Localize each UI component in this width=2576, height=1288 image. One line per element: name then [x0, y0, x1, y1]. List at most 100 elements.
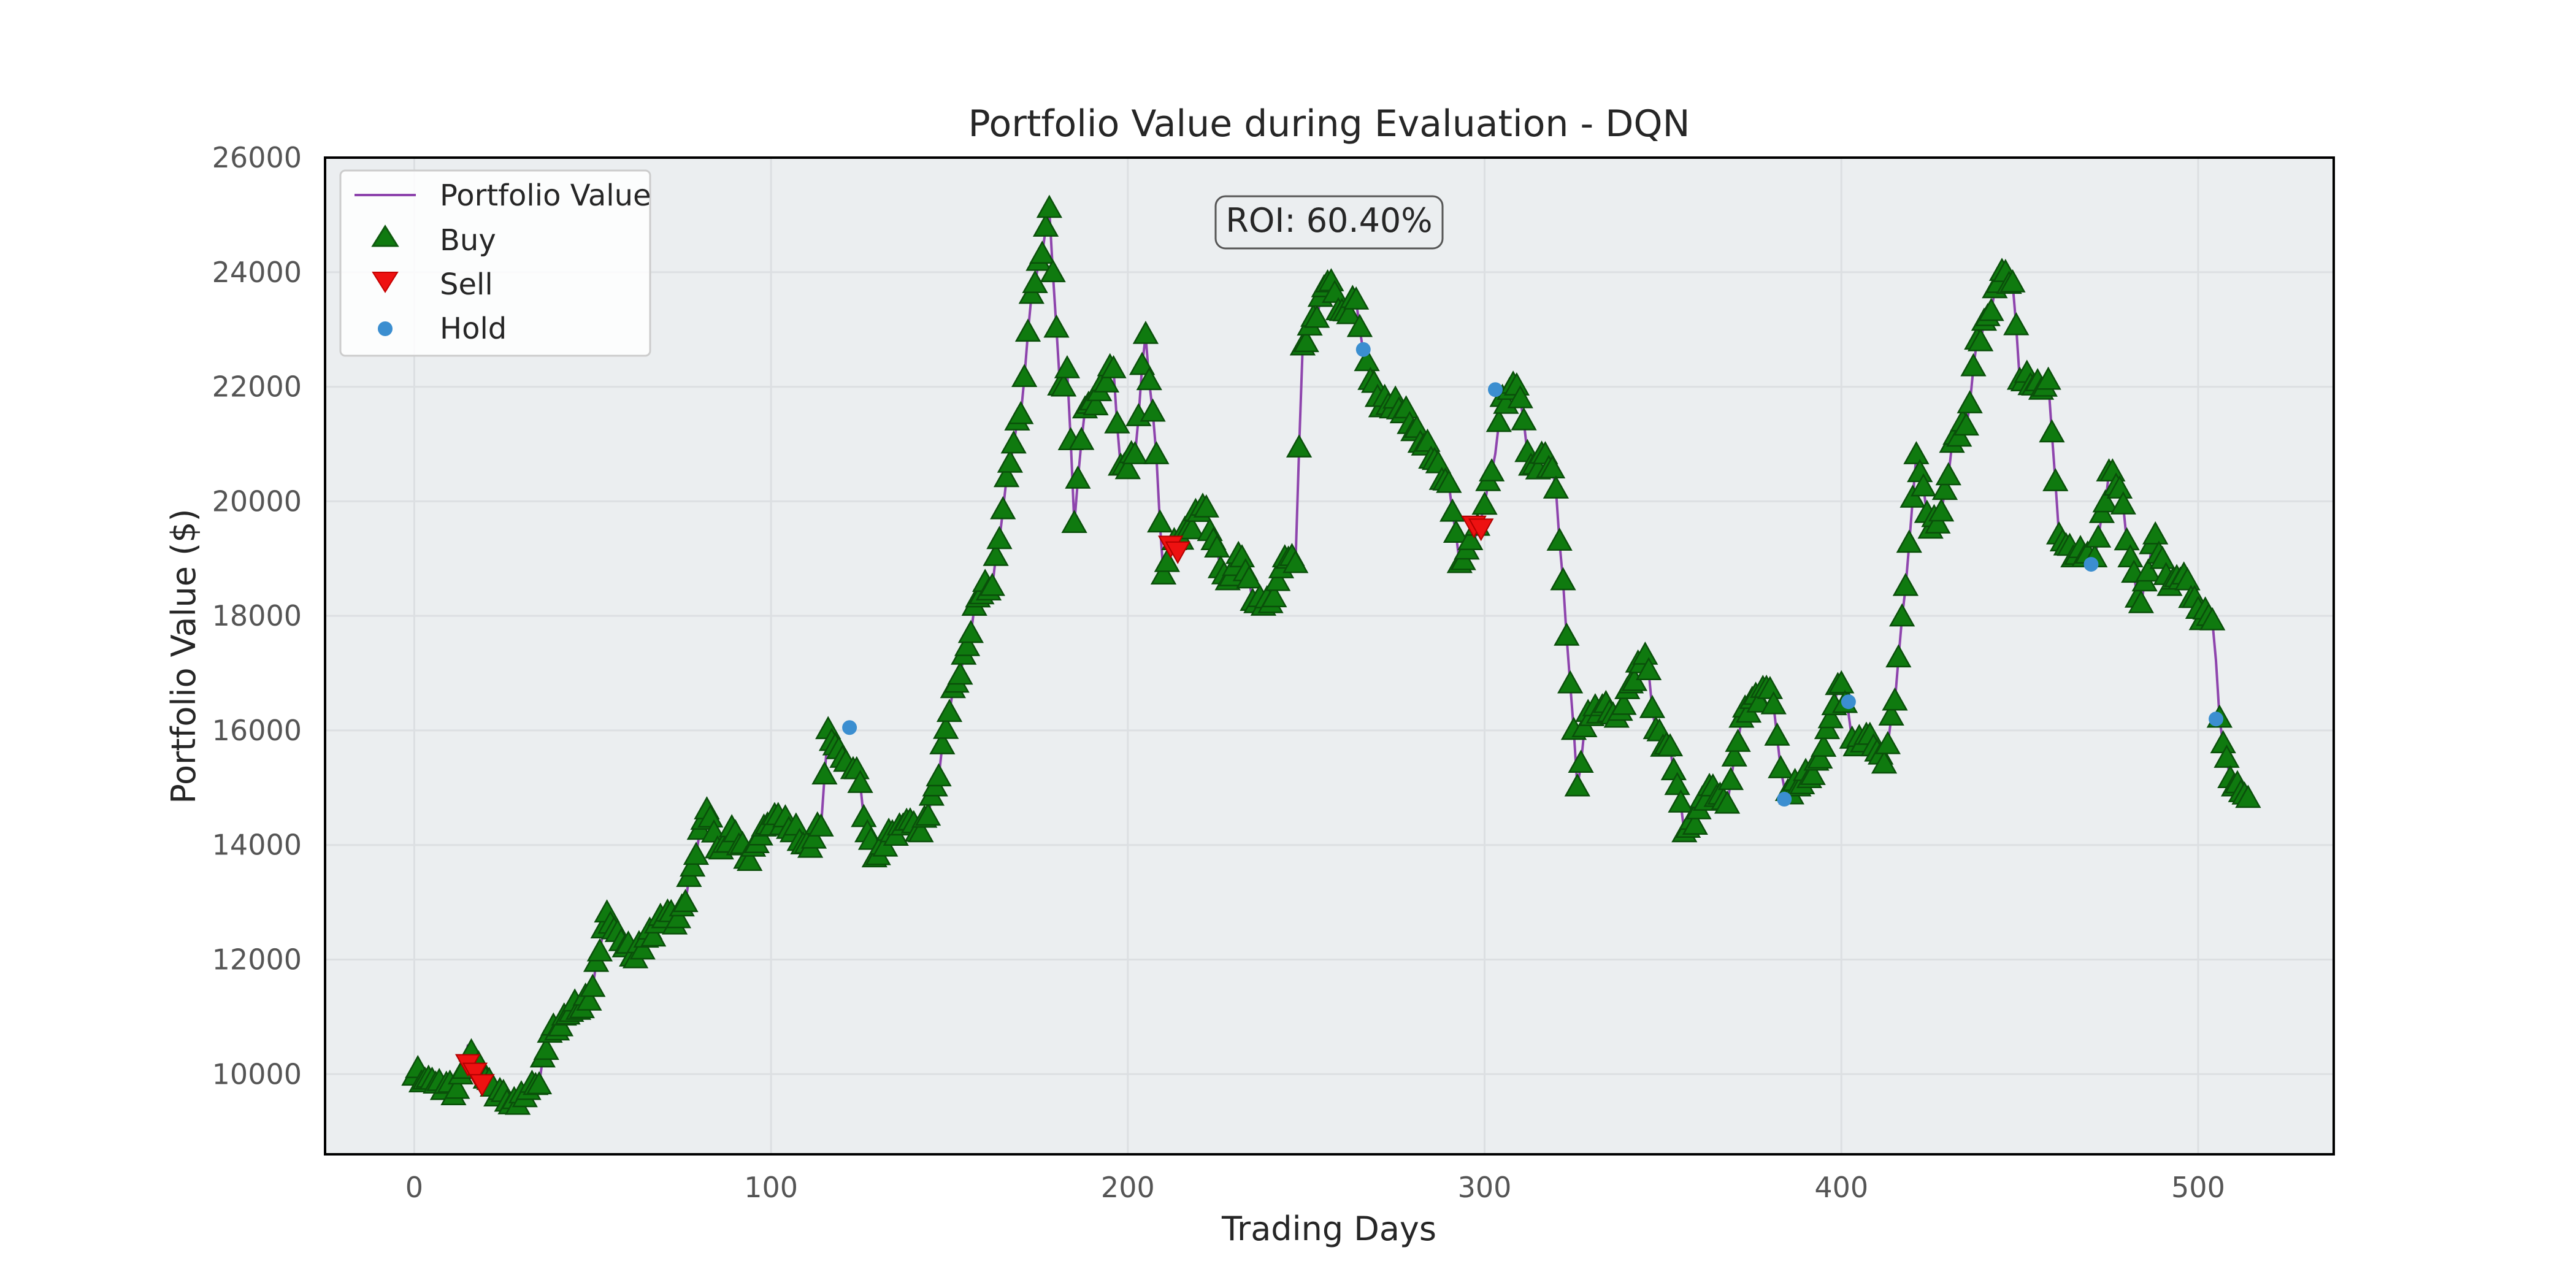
- buy-marker: [1065, 465, 1091, 489]
- buy-marker: [2110, 491, 2136, 515]
- buy-marker: [576, 987, 602, 1011]
- buy-marker: [1817, 705, 1844, 729]
- buy-marker: [1436, 469, 1462, 493]
- buy-marker: [1114, 456, 1141, 480]
- buy-marker: [2042, 468, 2069, 491]
- buy-marker: [1511, 407, 1537, 431]
- y-tick-label: 24000: [212, 256, 302, 289]
- hold-marker: [1777, 791, 1792, 807]
- buy-marker: [1354, 348, 1380, 372]
- buy-marker: [1136, 367, 1162, 391]
- buy-marker: [1611, 691, 1637, 715]
- buy-marker: [1928, 498, 1955, 522]
- buy-marker: [1457, 527, 1484, 550]
- buy-marker: [1485, 408, 1512, 432]
- hold-marker: [1841, 694, 1856, 710]
- buy-marker: [1910, 473, 1937, 497]
- buy-marker: [1143, 441, 1170, 464]
- buy-marker: [1507, 385, 1533, 408]
- buy-marker: [1635, 657, 1662, 680]
- buy-marker: [2142, 521, 2169, 545]
- buy-marker: [2003, 312, 2030, 335]
- buy-marker: [1682, 811, 1708, 835]
- buy-marker: [1068, 426, 1095, 450]
- buy-marker: [1882, 687, 1908, 711]
- y-tick-label: 14000: [212, 829, 302, 862]
- buy-marker: [2235, 784, 2261, 808]
- legend: Portfolio Value Buy Sell Hold: [339, 169, 651, 357]
- buy-marker: [1014, 318, 1041, 342]
- sell-marker: [462, 1062, 488, 1086]
- x-tick-label: 300: [1458, 1171, 1512, 1204]
- buy-marker: [1768, 755, 1794, 778]
- buy-marker: [1343, 286, 1370, 310]
- buy-marker: [1036, 194, 1062, 218]
- buy-marker: [2114, 527, 2140, 551]
- buy-marker: [640, 923, 667, 947]
- hold-marker: [1355, 342, 1371, 357]
- buy-marker: [526, 1071, 553, 1095]
- buy-marker: [1546, 527, 1573, 551]
- buy-marker: [629, 936, 656, 960]
- buy-marker: [1543, 475, 1570, 499]
- buy-marker: [993, 464, 1020, 488]
- buy-marker: [1960, 353, 1987, 377]
- sell-marker: [469, 1074, 495, 1097]
- buy-marker: [1639, 694, 1666, 718]
- buy-marker: [2174, 567, 2201, 591]
- buy-marker: [1557, 670, 1584, 694]
- buy-marker: [683, 841, 710, 865]
- buy-marker: [1040, 259, 1066, 283]
- buy-marker: [1439, 498, 1466, 522]
- buy-marker: [1892, 572, 1919, 596]
- buy-marker: [990, 496, 1016, 519]
- roi-box: [1214, 195, 1444, 250]
- buy-marker: [1008, 401, 1034, 424]
- buy-marker: [997, 449, 1024, 473]
- sell-marker: [1468, 518, 1494, 542]
- buy-marker: [1054, 355, 1081, 378]
- roi-annotation: ROI: 60.40%: [1214, 195, 1444, 250]
- legend-label-buy: Buy: [440, 223, 496, 258]
- buy-marker: [957, 619, 984, 643]
- buy-marker: [914, 802, 941, 826]
- buy-marker: [1539, 455, 1566, 479]
- x-tick-label: 400: [1814, 1171, 1868, 1204]
- buy-marker: [1282, 550, 1309, 573]
- buy-marker: [1568, 749, 1594, 773]
- buy-marker: [1132, 320, 1159, 344]
- buy-marker: [1414, 428, 1441, 452]
- buy-marker: [1764, 722, 1790, 746]
- buy-marker: [586, 938, 613, 962]
- x-tick-label: 200: [1101, 1171, 1155, 1204]
- buy-marker: [1150, 561, 1177, 585]
- buy-marker: [1000, 430, 1027, 454]
- buy-marker: [954, 632, 981, 656]
- buy-marker: [1104, 410, 1130, 434]
- buy-marker: [1479, 458, 1505, 481]
- buy-marker: [1999, 269, 2026, 293]
- buy-marker: [1471, 491, 1498, 515]
- buy-marker: [808, 813, 834, 837]
- buy-marker: [1193, 494, 1219, 518]
- buy-marker: [680, 853, 706, 877]
- buy-marker: [1154, 548, 1180, 572]
- sell-marker: [1165, 541, 1190, 564]
- y-axis-ticks: 10000 12000 14000 16000 18000 20000 22000 24000…: [212, 141, 302, 1091]
- plot-frame: [324, 156, 2335, 1156]
- buy-marker: [665, 905, 692, 929]
- hold-marker: [2083, 557, 2099, 572]
- buy-marker: [1903, 441, 1930, 464]
- buy-marker: [1878, 702, 1904, 726]
- buy-marker: [2128, 589, 2155, 613]
- buy-marker: [1668, 789, 1694, 813]
- buy-marker: [1336, 301, 1362, 324]
- buy-marker: [1204, 534, 1230, 558]
- buy-marker: [1871, 750, 1898, 774]
- buy-markers: [401, 194, 2261, 1115]
- buy-marker: [2035, 366, 2061, 390]
- buy-marker: [1657, 733, 1684, 757]
- buy-marker: [2214, 745, 2240, 768]
- buy-marker: [1874, 730, 1901, 754]
- buy-marker: [1147, 509, 1173, 533]
